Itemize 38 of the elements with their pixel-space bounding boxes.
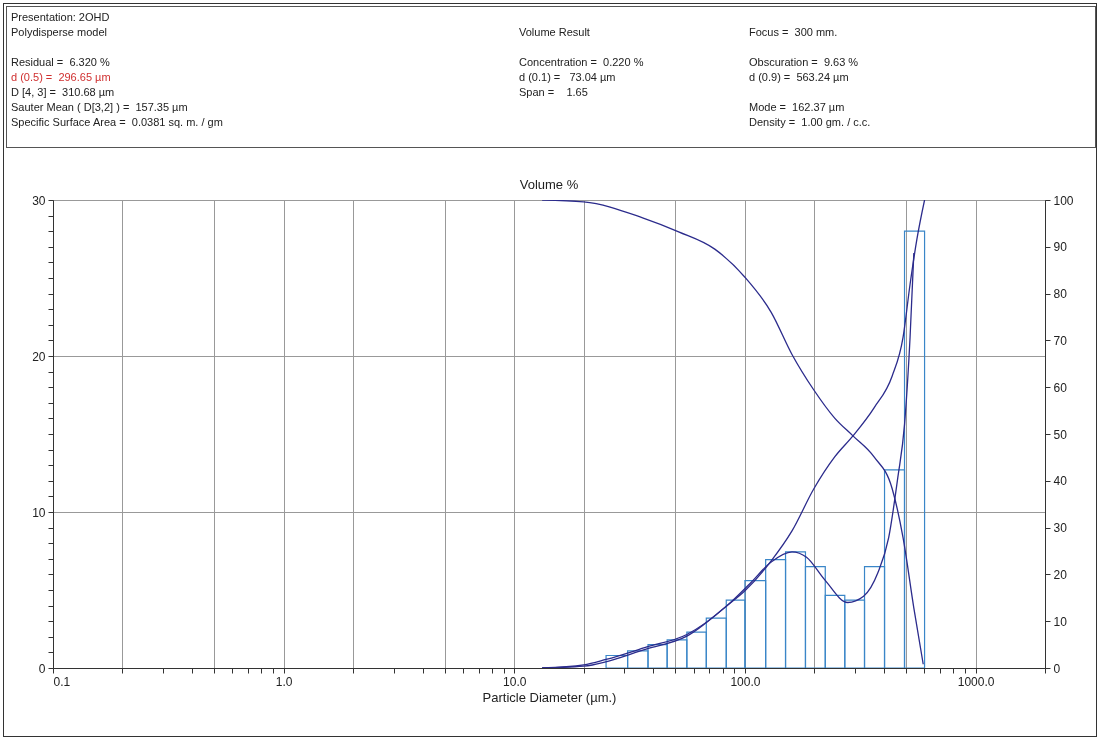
text: d (0.5) = 296.65 µm	[11, 71, 111, 83]
y2-tick-label: 70	[1053, 333, 1068, 348]
text: Presentation: 2OHD	[11, 11, 110, 23]
text: Specific Surface Area = 0.0381 sq. m. / gm	[11, 116, 223, 128]
y2-tick-label: 90	[1053, 240, 1068, 255]
text: Sauter Mean ( D[3,2] ) = 157.35 µm	[11, 101, 188, 113]
y-tick-label: 20	[32, 349, 46, 364]
chart-title: Volume %	[519, 177, 579, 192]
x-tick-label: 1000.0	[957, 674, 995, 689]
x-axis-title: Particle Diameter (µm.)	[482, 689, 617, 705]
y-tick-label: 10	[32, 505, 46, 520]
y2-tick-label: 30	[1053, 521, 1068, 536]
y-tick-label: 0	[38, 661, 46, 676]
y-tick-label: 30	[32, 193, 46, 208]
text: d (0.1) = 73.04 µm	[519, 71, 616, 83]
text: Density = 1.00 gm. / c.c.	[749, 116, 871, 128]
y2-tick-label: 40	[1053, 474, 1068, 489]
text: Residual = 6.320 %	[11, 56, 110, 68]
x-tick-label: 10.0	[503, 674, 527, 689]
x-tick-label: 100.0	[730, 674, 761, 689]
y2-tick-label: 50	[1053, 427, 1068, 442]
text: Obscuration = 9.63 %	[749, 56, 859, 68]
x-tick-label: 1.0	[275, 674, 293, 689]
y2-tick-label: 20	[1053, 567, 1068, 582]
text: Mode = 162.37 µm	[749, 101, 845, 113]
y2-tick-label: 80	[1053, 287, 1068, 302]
y2-tick-label: 10	[1053, 614, 1068, 629]
x-tick-label: 0.1	[53, 674, 71, 689]
text: d (0.9) = 563.24 µm	[749, 71, 849, 83]
y2-tick-label: 100	[1053, 193, 1074, 208]
text: Span = 1.65	[519, 86, 588, 98]
text: Polydisperse model	[11, 26, 107, 38]
text: Concentration = 0.220 %	[519, 56, 644, 68]
text: D [4, 3] = 310.68 µm	[11, 86, 115, 98]
text: Focus = 300 mm.	[749, 26, 838, 38]
y2-tick-label: 60	[1053, 380, 1068, 395]
y2-tick-label: 0	[1053, 661, 1061, 676]
text: Volume Result	[519, 26, 590, 38]
